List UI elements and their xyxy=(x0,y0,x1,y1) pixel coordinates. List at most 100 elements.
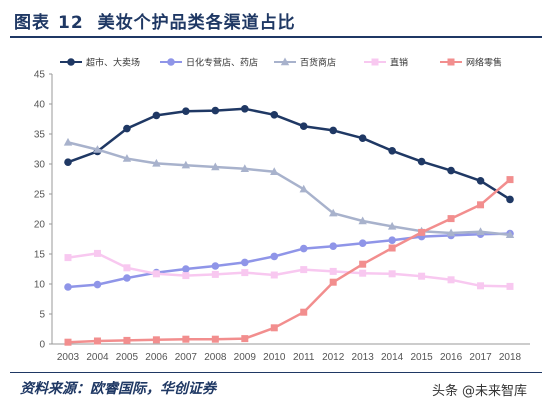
legend-swatch-marker xyxy=(280,57,290,66)
x-tick-label: 2005 xyxy=(116,352,139,363)
x-tick-label: 2014 xyxy=(381,352,404,363)
legend-swatch-marker xyxy=(447,58,455,66)
y-tick-label: 40 xyxy=(34,100,46,111)
data-point xyxy=(93,337,101,345)
data-point xyxy=(182,265,190,273)
legend-swatch-marker xyxy=(371,58,379,66)
data-point xyxy=(329,242,338,250)
y-tick-label: 5 xyxy=(39,310,45,321)
x-tick-label: 2003 xyxy=(57,352,80,363)
data-point xyxy=(477,201,485,209)
x-tick-label: 2009 xyxy=(234,352,257,363)
data-point xyxy=(123,336,131,344)
y-tick-label: 10 xyxy=(34,280,46,291)
y-tick-label: 20 xyxy=(34,220,46,231)
data-point xyxy=(270,324,278,332)
data-point xyxy=(329,278,337,286)
x-tick-label: 2008 xyxy=(204,352,227,363)
data-point xyxy=(181,160,191,169)
figure-number: 12 xyxy=(58,13,84,33)
data-point xyxy=(387,221,397,230)
data-point xyxy=(152,158,161,167)
data-point xyxy=(477,282,485,290)
data-point xyxy=(506,282,514,290)
data-point xyxy=(270,252,279,261)
data-point xyxy=(446,228,456,237)
data-point xyxy=(388,244,396,252)
x-tick-label: 2010 xyxy=(263,352,286,363)
legend-label: 超市、大卖场 xyxy=(86,57,140,69)
data-point xyxy=(123,124,131,133)
data-point xyxy=(241,269,249,277)
footer-divider xyxy=(10,372,542,373)
title-divider xyxy=(10,36,542,38)
figure-title-prefix: 图表 xyxy=(14,13,50,33)
series-line xyxy=(67,252,511,288)
data-point xyxy=(299,122,308,130)
data-point xyxy=(447,276,455,284)
data-point xyxy=(182,107,190,115)
data-point xyxy=(388,147,396,155)
watermark-brand: 头条 xyxy=(432,384,459,399)
x-tick-label: 2007 xyxy=(175,352,198,363)
data-point xyxy=(64,158,72,166)
x-tick-label: 2006 xyxy=(145,352,168,363)
x-tick-label: 2016 xyxy=(440,352,463,363)
data-point xyxy=(388,236,396,244)
legend-swatch-marker xyxy=(67,58,75,66)
data-point xyxy=(388,270,396,278)
x-tick-label: 2015 xyxy=(410,352,433,363)
data-point xyxy=(506,195,514,204)
channel-share-line-chart: 0 5 10 15 20 25 30 35 40 45 2003 2004 2005 2006 2007 20… xyxy=(34,57,530,363)
data-point xyxy=(152,336,160,344)
data-point xyxy=(358,134,367,142)
data-point xyxy=(182,335,190,343)
watermark-handle: @未来智库 xyxy=(462,384,528,399)
legend-swatch-marker xyxy=(167,58,175,66)
y-tick-label: 35 xyxy=(34,130,46,141)
data-point xyxy=(152,111,161,120)
legend-label: 百货商店 xyxy=(300,57,336,69)
figure-title: 图表 12 美妆个护品类各渠道占比 xyxy=(14,8,296,33)
y-tick-label: 30 xyxy=(34,160,46,171)
data-point xyxy=(300,308,308,316)
x-tick-label: 2011 xyxy=(293,352,315,363)
series-line xyxy=(67,141,511,237)
data-point xyxy=(359,260,367,268)
data-point xyxy=(241,335,249,343)
y-tick-label: 45 xyxy=(34,70,46,81)
data-point xyxy=(506,176,514,184)
data-point xyxy=(123,274,131,282)
data-point xyxy=(329,208,338,217)
data-point xyxy=(93,145,102,153)
data-point xyxy=(211,270,219,278)
data-point xyxy=(182,272,190,280)
series-line xyxy=(67,107,511,201)
series-line xyxy=(67,232,511,289)
data-point xyxy=(122,154,132,162)
data-point xyxy=(358,216,367,225)
source-note: 资料来源：欧睿国际，华创证券 xyxy=(20,381,216,397)
data-point xyxy=(418,228,426,236)
data-point xyxy=(270,167,279,175)
data-point xyxy=(64,254,72,262)
data-point xyxy=(447,166,455,175)
data-point xyxy=(211,335,219,343)
data-point xyxy=(418,272,426,280)
data-point xyxy=(211,262,220,270)
x-tick-label: 2013 xyxy=(352,352,375,363)
data-point xyxy=(299,184,308,193)
data-point xyxy=(93,280,102,289)
legend-label: 日化专营店、药店 xyxy=(186,57,258,69)
data-point xyxy=(476,177,485,185)
data-point xyxy=(299,244,308,253)
data-point xyxy=(329,126,338,135)
data-point xyxy=(64,283,72,291)
data-point xyxy=(359,269,367,277)
x-tick-label: 2018 xyxy=(499,352,522,363)
y-tick-label: 25 xyxy=(34,190,46,201)
data-point xyxy=(417,157,426,166)
data-point xyxy=(505,230,515,238)
data-point xyxy=(358,239,367,247)
x-tick-label: 2004 xyxy=(86,352,109,363)
